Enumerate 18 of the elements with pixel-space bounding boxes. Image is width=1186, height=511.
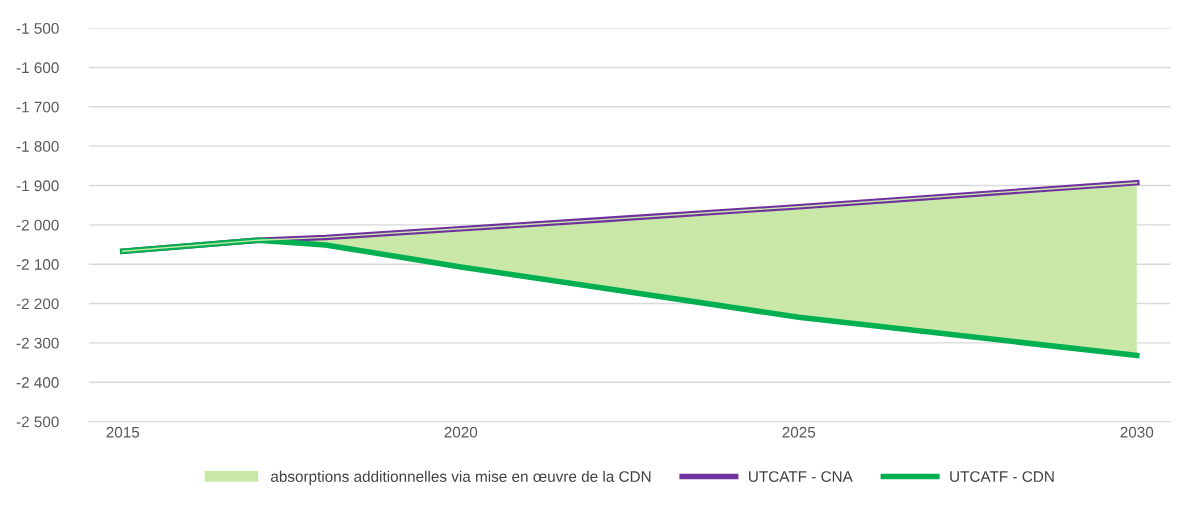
y-tick-label: -1 600 [16, 62, 59, 74]
legend-label: absorptions additionnelles via mise en œuvre de la CDN [271, 470, 651, 485]
legend-label: UTCATF - CDN [950, 471, 1054, 482]
y-tick-label: -2 400 [16, 377, 59, 388]
x-tick-label: 2030 [1120, 426, 1154, 438]
y-tick-label: -2 100 [16, 259, 59, 270]
y-tick-label: -2 200 [16, 298, 59, 310]
legend-label: UTCATF - CNA [749, 471, 853, 482]
y-tick-label: -1 700 [16, 101, 59, 113]
y-tick-label: -1 800 [16, 141, 59, 152]
x-tick-label: 2015 [106, 426, 140, 438]
x-tick-label: 2025 [782, 426, 816, 438]
y-tick-label: -2 300 [16, 337, 59, 349]
y-tick-label: -2 500 [16, 416, 59, 428]
x-tick-label: 2020 [444, 426, 478, 438]
y-tick-label: -1 500 [16, 22, 59, 34]
y-tick-label: -1 900 [16, 180, 59, 192]
y-tick-label: -2 000 [16, 219, 59, 231]
